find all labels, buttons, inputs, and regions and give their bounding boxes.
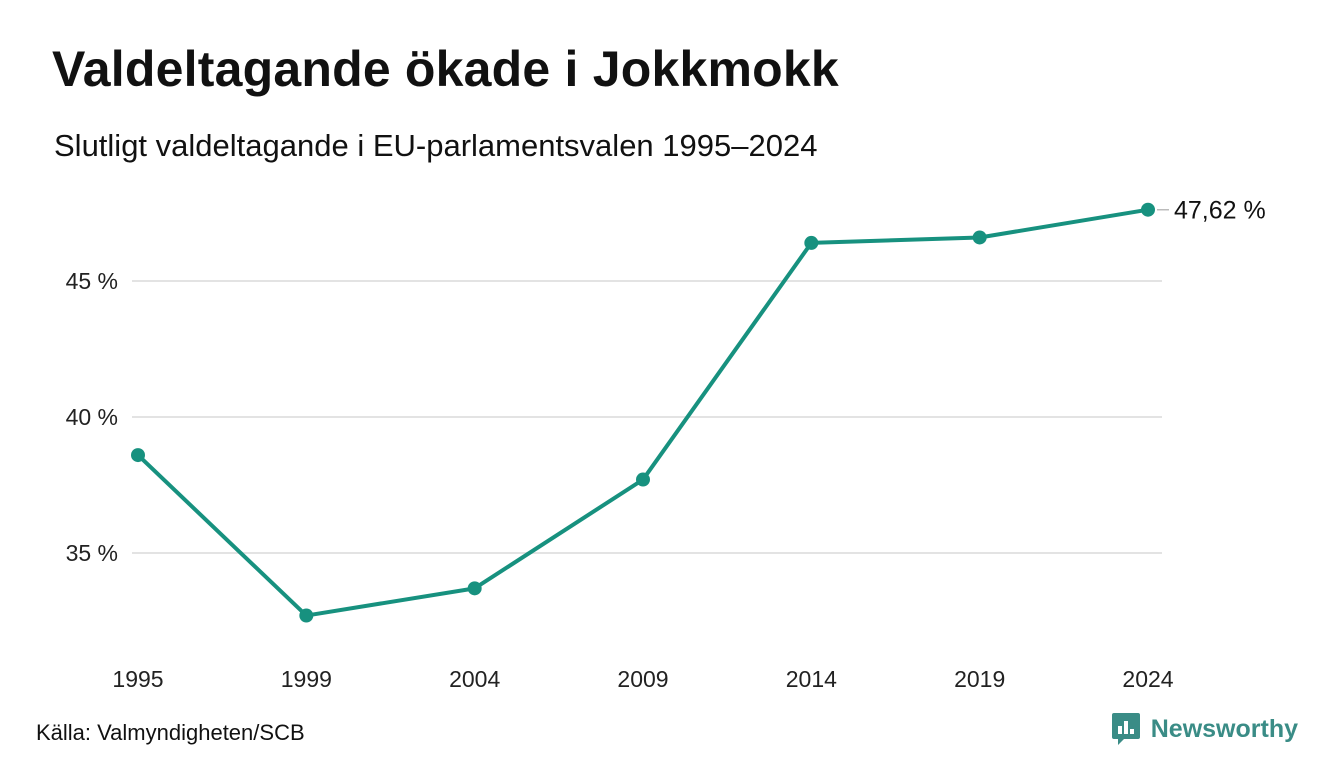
data-point-2009 <box>636 472 650 487</box>
end-label-group: 47,62 % <box>1157 197 1266 225</box>
x-tick-label: 2009 <box>617 666 668 692</box>
gridlines <box>132 280 1162 554</box>
data-point-2014 <box>804 235 819 250</box>
brand-logo: Newsworthy <box>1111 712 1298 746</box>
data-point-1999 <box>299 608 314 623</box>
y-tick-label: 45 % <box>66 268 118 294</box>
series-line-path <box>136 207 1150 618</box>
chart-subtitle: Slutligt valdeltagande i EU-parlamentsva… <box>54 128 818 163</box>
x-tick-label: 2004 <box>449 666 500 692</box>
y-tick-label: 40 % <box>66 404 118 430</box>
x-tick-label: 2014 <box>786 666 837 692</box>
series-line <box>136 207 1150 618</box>
x-tick-label: 1995 <box>112 666 163 692</box>
y-axis-tick-labels: 35 % 40 % 45 % <box>66 268 118 566</box>
x-tick-label: 2019 <box>954 666 1005 692</box>
data-points <box>131 202 1155 623</box>
x-tick-label: 2024 <box>1122 666 1173 692</box>
data-point-2024 <box>1141 202 1155 217</box>
data-point-2019 <box>972 230 987 245</box>
source-note: Källa: Valmyndigheten/SCB <box>36 720 305 745</box>
brand-name: Newsworthy <box>1150 714 1298 743</box>
data-point-2004 <box>467 581 482 596</box>
line-chart: 35 % 40 % 45 % 1995 1999 2004 2009 2014 2019 202… <box>66 197 1266 692</box>
y-tick-label: 35 % <box>66 540 118 566</box>
newsworthy-logo-icon <box>1111 713 1140 745</box>
x-axis-tick-labels: 1995 1999 2004 2009 2014 2019 2024 <box>112 666 1173 692</box>
chart-title: Valdeltagande ökade i Jokkmokk <box>52 41 839 97</box>
data-point-1995 <box>131 448 145 463</box>
end-value-label: 47,62 % <box>1174 197 1266 225</box>
x-tick-label: 1999 <box>281 666 332 692</box>
